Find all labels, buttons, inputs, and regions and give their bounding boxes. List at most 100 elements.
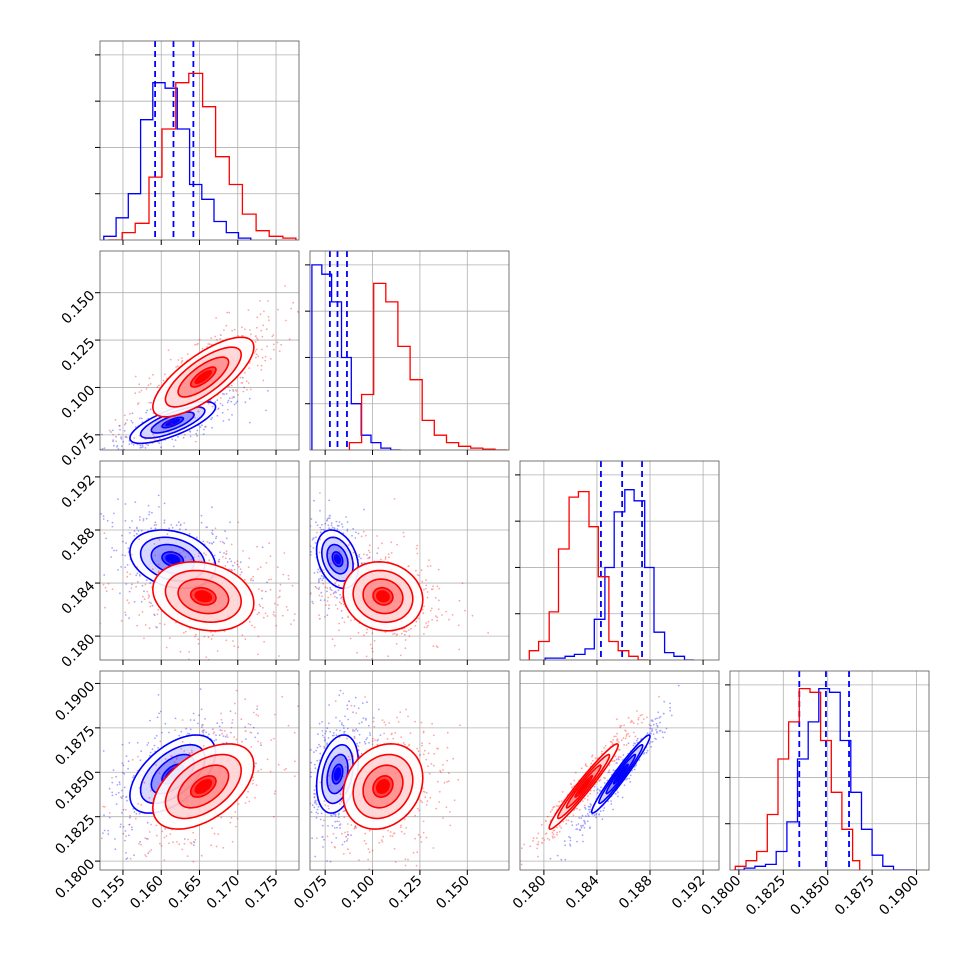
scatter-point [131,520,134,522]
scatter-point [112,433,114,436]
scatter-point [311,837,313,840]
scatter-point [179,523,182,526]
scatter-point [252,575,255,578]
scatter-point [330,841,333,844]
scatter-point [367,724,370,727]
scatter-point [306,803,308,805]
scatter-point [423,605,425,608]
scatter-point [218,561,220,563]
scatter-point [232,640,234,642]
scatter-point [353,729,356,732]
scatter-point [317,805,320,808]
scatter-point [264,355,267,358]
scatter-point [264,612,267,615]
scatter-point [102,515,105,518]
scatter-point [346,848,349,851]
scatter-point [421,744,423,747]
scatter-point [371,743,374,746]
scatter-point [656,724,659,727]
scatter-point [408,743,411,746]
scatter-point [322,569,324,571]
scatter-point [326,743,328,746]
scatter-point [239,561,242,564]
scatter-point [158,539,161,541]
scatter-point [223,630,226,633]
scatter-point [259,313,262,316]
scatter-point [587,814,590,817]
scatter-point [290,307,293,310]
scatter-point [250,577,253,580]
scatter-point [345,835,347,838]
scatter-point [248,620,251,623]
scatter-point [247,566,250,568]
scatter-point [598,813,600,816]
scatter-point [458,599,461,602]
scatter-point [103,806,106,808]
scatter-point [199,406,202,409]
scatter-point [363,634,365,637]
scatter-point [257,653,259,656]
scatter-point [142,446,144,448]
panel-frame [519,460,720,661]
scatter-point [140,803,143,806]
scatter-point [646,732,649,735]
scatter-point [268,578,270,581]
panel-frame [309,250,510,451]
scatter-point [129,816,131,819]
scatter-point [628,777,631,780]
scatter-point [387,553,390,556]
scatter-point [428,559,430,561]
scatter-point [316,746,319,749]
scatter-point [583,804,586,807]
scatter-point [314,800,317,803]
scatter-point [563,840,566,843]
scatter-point [159,710,162,713]
scatter-point [131,826,133,829]
scatter-point [665,727,668,730]
scatter-point [436,747,438,750]
scatter-point [151,568,154,571]
scatter-point [286,609,289,611]
scatter-point [187,552,190,555]
scatter-point [377,708,380,711]
scatter-point [320,812,323,815]
contour-series-1 [177,578,230,615]
scatter-point [195,432,198,435]
scatter-point [337,789,340,792]
scatter-point [656,730,658,733]
scatter-point [153,614,156,617]
scatter-point [210,631,212,633]
scatter-point [211,532,213,534]
scatter-point [98,538,100,540]
scatter-point [159,740,162,743]
scatter-point [346,528,349,531]
scatter-point [144,624,147,626]
scatter-point [212,541,215,544]
scatter-point [330,801,332,804]
scatter-point [231,397,234,399]
scatter-point [136,526,138,529]
scatter-point [126,575,129,578]
scatter-point [176,841,178,843]
scatter-point [179,556,182,559]
scatter-point [224,565,227,567]
scatter-point [339,689,342,692]
scatter-point [204,426,207,428]
scatter-point [263,640,265,643]
scatter-point [363,740,366,743]
scatter-point [272,334,275,336]
scatter-point [256,708,258,710]
scatter-point [163,502,166,505]
scatter-point [315,811,318,814]
scatter-point [155,824,158,827]
scatter-point [308,550,310,552]
scatter-point [178,552,181,555]
scatter-point [186,754,189,757]
scatter-point [417,833,420,836]
scatter-point [580,817,583,820]
scatter-point [126,799,128,802]
scatter-point [302,528,304,530]
scatter-point [316,759,319,762]
scatter-point [179,650,182,653]
xtick-label: 0.175 [242,873,282,913]
